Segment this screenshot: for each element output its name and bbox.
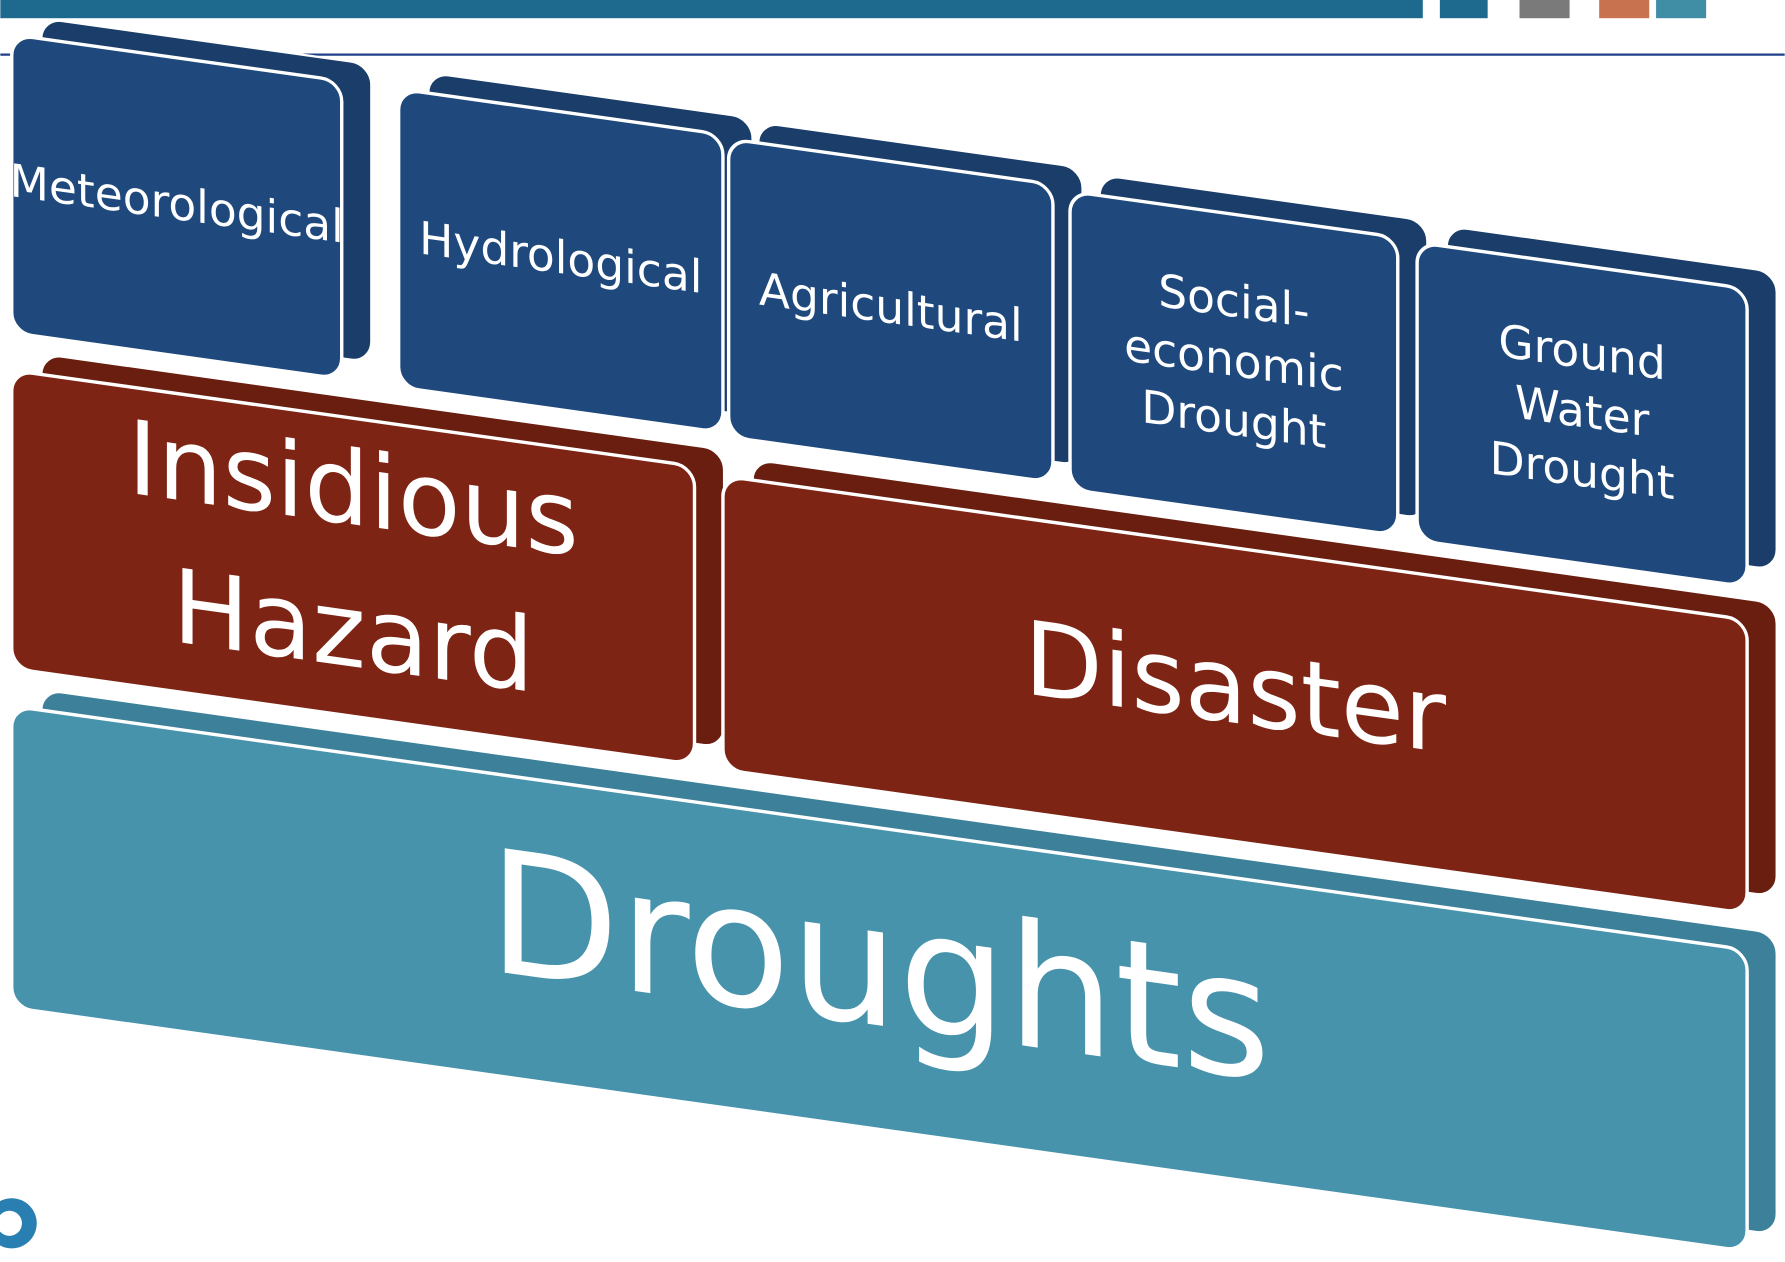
- header-square: [1599, 0, 1649, 18]
- header-icon: [1440, 0, 1488, 18]
- header-square: [1656, 0, 1706, 18]
- header-banner: [0, 0, 1422, 18]
- slide: DroughtsInsidiousHazardDisasterMeteorolo…: [0, 0, 1785, 1262]
- header-square: [1520, 0, 1570, 18]
